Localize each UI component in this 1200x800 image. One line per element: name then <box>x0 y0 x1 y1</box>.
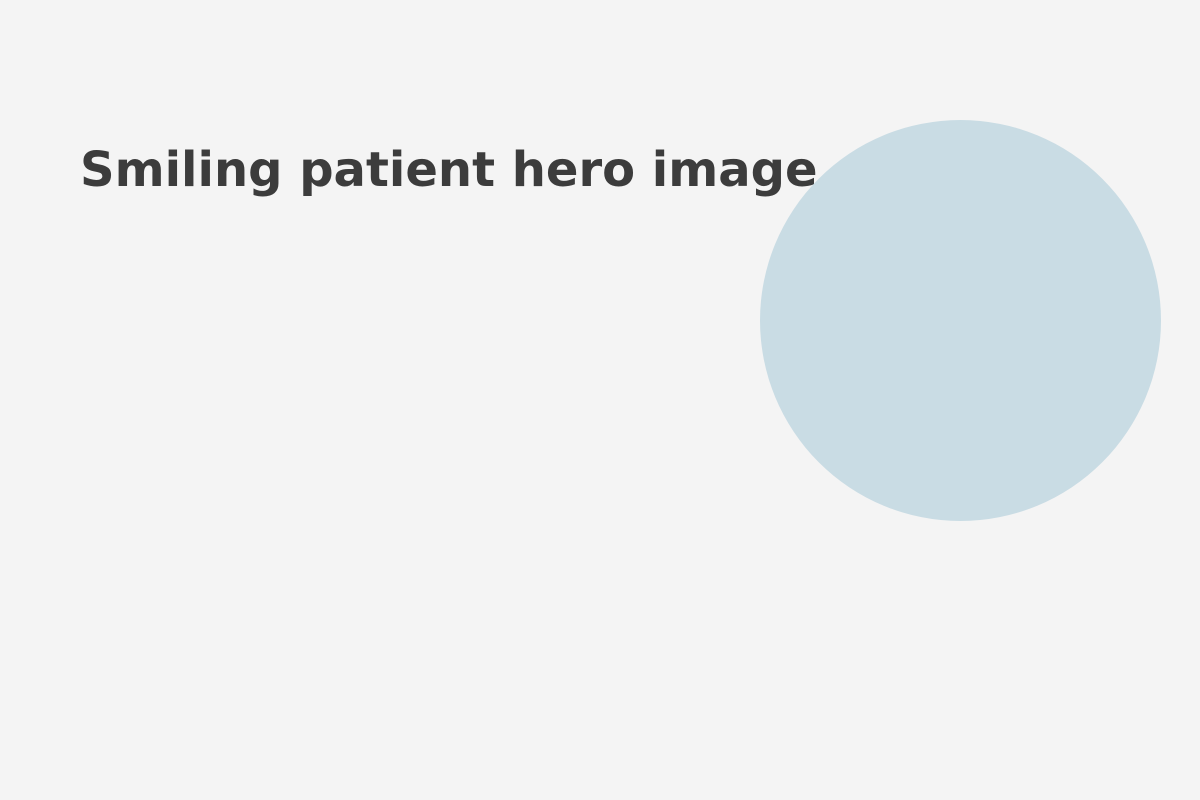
hero-image-caption: Smiling patient hero image <box>80 142 818 198</box>
hero-circle-shape <box>760 120 1161 521</box>
